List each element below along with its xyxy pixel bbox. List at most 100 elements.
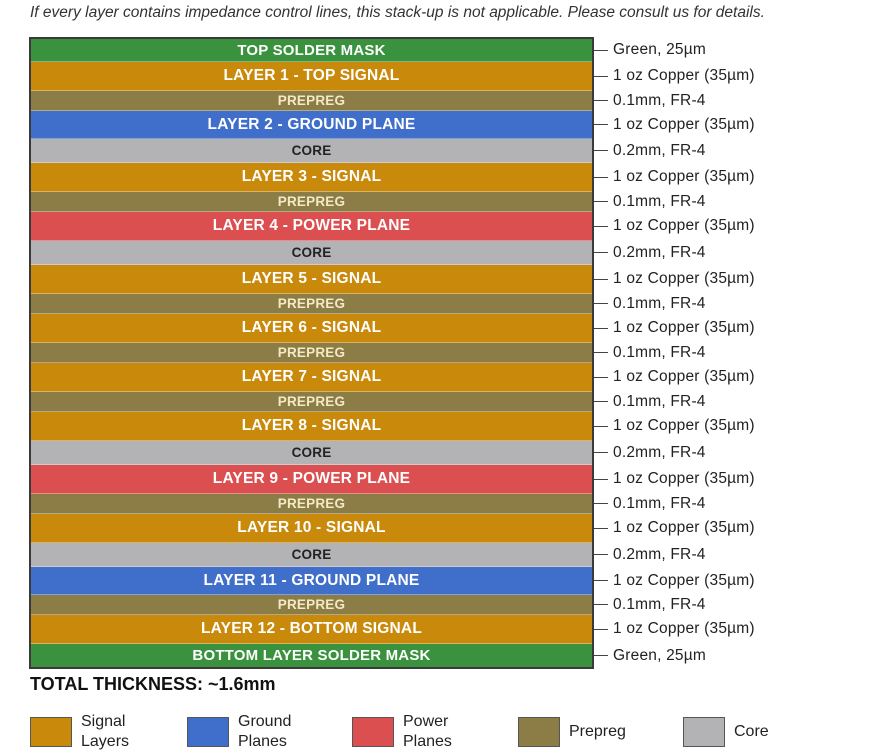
layer-prepreg: PREPREG 0.1mm, FR-4 (31, 494, 705, 514)
layer-signal: LAYER 8 - SIGNAL 1 oz Copper (35µm) (31, 412, 755, 441)
layer-label: PREPREG (277, 597, 346, 612)
layer-description: 1 oz Copper (35µm) (594, 217, 755, 235)
layer-label: PREPREG (277, 296, 346, 311)
legend-label: Prepreg (569, 723, 626, 740)
legend-label: Core (734, 723, 769, 740)
layer-description-text: 0.1mm, FR-4 (613, 392, 706, 410)
legend-item-core: Core (683, 710, 804, 754)
layer-description-text: 0.1mm, FR-4 (613, 91, 706, 109)
leader-line (594, 425, 608, 427)
layer-description-text: 1 oz Copper (35µm) (613, 67, 755, 84)
layer-description: 1 oz Copper (35µm) (594, 319, 755, 337)
layer-description-text: 0.2mm, FR-4 (613, 243, 706, 261)
leader-line (594, 49, 608, 51)
leader-line (594, 124, 608, 125)
layer-description: 1 oz Copper (35µm) (594, 417, 755, 435)
layer-description: 1 oz Copper (35µm) (594, 470, 755, 488)
layer-description: Green, 25µm (594, 647, 706, 665)
layer-core: CORE 0.2mm, FR-4 (31, 441, 705, 465)
leader-line (594, 478, 608, 480)
layer-core: CORE 0.2mm, FR-4 (31, 241, 705, 265)
layer-signal: LAYER 1 - TOP SIGNAL 1 oz Copper (35µm) (31, 62, 755, 91)
layer-description-text: 1 oz Copper (35µm) (613, 319, 755, 336)
layer-label: LAYER 7 - SIGNAL (241, 368, 382, 385)
layer-signal: LAYER 5 - SIGNAL 1 oz Copper (35µm) (31, 265, 755, 294)
layer-label: LAYER 1 - TOP SIGNAL (223, 67, 400, 84)
layer-label: LAYER 4 - POWER PLANE (212, 217, 411, 234)
layer-description-text: 1 oz Copper (35µm) (613, 270, 755, 287)
leader-line (594, 401, 608, 402)
layer-description-text: Green, 25µm (613, 41, 706, 58)
layer-description: 1 oz Copper (35µm) (594, 620, 755, 638)
leader-line (594, 352, 608, 353)
layer-description-text: 0.1mm, FR-4 (613, 343, 706, 361)
layer-description-text: 1 oz Copper (35µm) (613, 115, 755, 133)
layer-mask: BOTTOM LAYER SOLDER MASK Green, 25µm (31, 644, 706, 667)
leader-line (594, 303, 608, 304)
layer-label: LAYER 9 - POWER PLANE (212, 470, 411, 487)
layer-description-text: 0.1mm, FR-4 (613, 294, 706, 312)
layer-description: 1 oz Copper (35µm) (594, 368, 755, 386)
legend-label: Power Planes (403, 713, 452, 750)
layer-mask: TOP SOLDER MASK Green, 25µm (31, 39, 706, 62)
legend-item-ground: Ground Planes (187, 710, 308, 754)
layer-description: 0.1mm, FR-4 (594, 193, 706, 211)
layer-description-text: 1 oz Copper (35µm) (613, 368, 755, 385)
layer-description-text: 1 oz Copper (35µm) (613, 519, 755, 536)
legend-item-signal: Signal Layers (30, 710, 151, 754)
leader-line (594, 376, 608, 378)
layer-label: LAYER 2 - GROUND PLANE (207, 115, 416, 133)
layer-description-text: 1 oz Copper (35µm) (613, 571, 755, 589)
layer-prepreg: PREPREG 0.1mm, FR-4 (31, 91, 705, 111)
legend-swatch (30, 717, 72, 747)
layer-description: 0.1mm, FR-4 (594, 495, 706, 513)
leader-line (594, 503, 608, 504)
leader-line (594, 150, 608, 151)
layer-signal: LAYER 6 - SIGNAL 1 oz Copper (35µm) (31, 314, 755, 343)
layer-label: LAYER 11 - GROUND PLANE (203, 571, 420, 589)
layer-label: LAYER 12 - BOTTOM SIGNAL (201, 620, 422, 637)
leader-line (594, 201, 608, 202)
layer-description: 0.1mm, FR-4 (594, 295, 706, 313)
layer-label: BOTTOM LAYER SOLDER MASK (192, 647, 431, 664)
layer-core: CORE 0.2mm, FR-4 (31, 139, 705, 163)
legend-label: Signal Layers (81, 713, 130, 750)
leader-line (594, 225, 608, 227)
layer-description-text: 0.2mm, FR-4 (613, 141, 706, 159)
leader-line (594, 452, 608, 453)
layer-description: 1 oz Copper (35µm) (594, 519, 755, 537)
layer-description: 0.1mm, FR-4 (594, 596, 706, 614)
layer-description: 1 oz Copper (35µm) (594, 116, 755, 134)
layer-label: LAYER 8 - SIGNAL (241, 417, 382, 434)
layer-description-text: 0.1mm, FR-4 (613, 494, 706, 512)
layer-ground: LAYER 2 - GROUND PLANE 1 oz Copper (35µm) (31, 111, 755, 139)
layer-label: CORE (291, 143, 332, 158)
layer-prepreg: PREPREG 0.1mm, FR-4 (31, 392, 705, 412)
layer-prepreg: PREPREG 0.1mm, FR-4 (31, 343, 705, 363)
layer-label: LAYER 6 - SIGNAL (241, 319, 382, 336)
legend-swatch (352, 717, 394, 747)
layer-label: TOP SOLDER MASK (237, 41, 386, 59)
layer-prepreg: PREPREG 0.1mm, FR-4 (31, 192, 705, 212)
layer-label: PREPREG (277, 496, 346, 511)
legend-swatch (518, 717, 560, 747)
layer-description: 1 oz Copper (35µm) (594, 168, 755, 186)
layer-signal: LAYER 7 - SIGNAL 1 oz Copper (35µm) (31, 363, 755, 392)
leader-line (594, 252, 608, 253)
impedance-note: If every layer contains impedance contro… (30, 4, 765, 21)
leader-line (594, 327, 608, 329)
layer-description-text: 1 oz Copper (35µm) (613, 168, 755, 185)
layer-description: Green, 25µm (594, 41, 706, 59)
layer-label: PREPREG (277, 93, 346, 108)
layer-power: LAYER 9 - POWER PLANE 1 oz Copper (35µm) (31, 465, 755, 494)
leader-line (594, 554, 608, 555)
layer-description: 0.2mm, FR-4 (594, 142, 706, 160)
layer-prepreg: PREPREG 0.1mm, FR-4 (31, 595, 705, 615)
legend-item-power: Power Planes (352, 710, 473, 754)
layer-description: 0.2mm, FR-4 (594, 244, 706, 262)
layer-description: 1 oz Copper (35µm) (594, 270, 755, 288)
legend-swatch (187, 717, 229, 747)
layer-description-text: 0.2mm, FR-4 (613, 443, 706, 461)
layer-label: CORE (291, 245, 332, 260)
legend-item-prepreg: Prepreg (518, 710, 639, 754)
